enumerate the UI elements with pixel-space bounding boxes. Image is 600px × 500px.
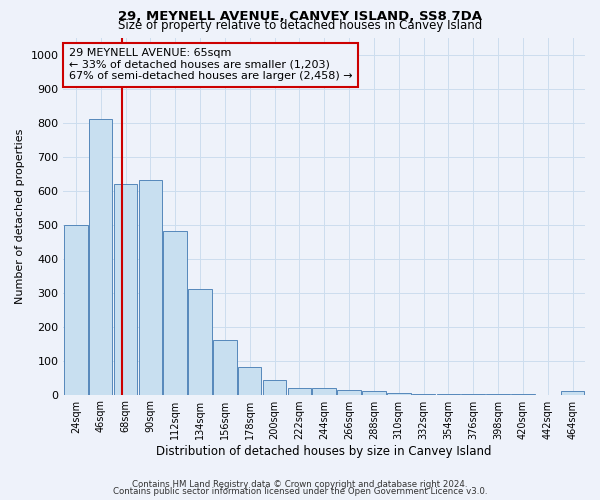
Bar [337, 390, 361, 394]
Bar [238, 368, 262, 394]
Bar [163, 232, 187, 394]
Bar [387, 393, 410, 394]
Text: Contains HM Land Registry data © Crown copyright and database right 2024.: Contains HM Land Registry data © Crown c… [132, 480, 468, 489]
Bar [213, 340, 236, 394]
Bar [362, 391, 386, 394]
Bar [188, 289, 212, 395]
Bar [561, 391, 584, 394]
Bar [313, 388, 336, 394]
Bar [114, 184, 137, 394]
Bar [263, 380, 286, 394]
Text: 29 MEYNELL AVENUE: 65sqm
← 33% of detached houses are smaller (1,203)
67% of sem: 29 MEYNELL AVENUE: 65sqm ← 33% of detach… [68, 48, 352, 82]
Text: 29, MEYNELL AVENUE, CANVEY ISLAND, SS8 7DA: 29, MEYNELL AVENUE, CANVEY ISLAND, SS8 7… [118, 10, 482, 23]
Bar [139, 180, 162, 394]
Bar [89, 119, 112, 394]
Bar [287, 388, 311, 394]
Y-axis label: Number of detached properties: Number of detached properties [15, 128, 25, 304]
Bar [64, 224, 88, 394]
X-axis label: Distribution of detached houses by size in Canvey Island: Distribution of detached houses by size … [157, 444, 492, 458]
Text: Size of property relative to detached houses in Canvey Island: Size of property relative to detached ho… [118, 18, 482, 32]
Text: Contains public sector information licensed under the Open Government Licence v3: Contains public sector information licen… [113, 487, 487, 496]
